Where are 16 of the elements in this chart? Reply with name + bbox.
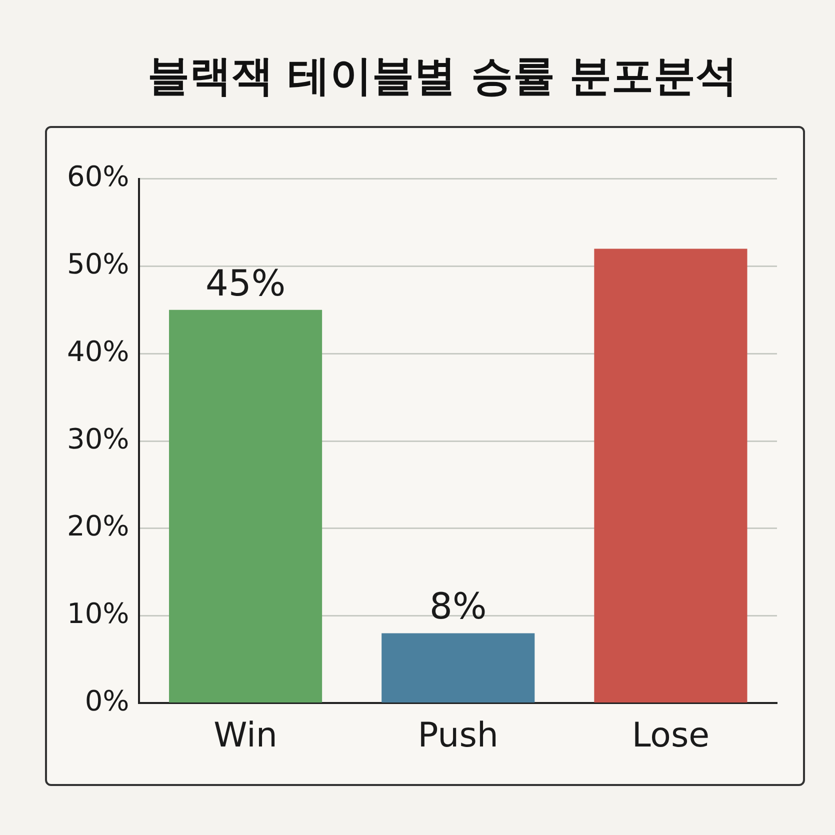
bar [382,633,535,702]
y-tick-label: 20% [67,510,130,543]
y-tick-label: 10% [67,597,130,630]
bar [594,248,748,702]
chart-title: 블랙잭 테이블별 승률 분포분석 [146,50,738,102]
data-label: 8% [430,586,487,628]
y-tick-label: 60% [67,160,130,194]
bar [168,310,322,702]
x-tick-label: Lose [632,715,710,756]
y-tick-label: 30% [67,422,130,456]
y-tick-label: 40% [67,334,130,368]
x-tick-label: Push [418,715,498,756]
data-label: 45% [206,263,286,304]
y-tick-label: 0% [84,684,130,718]
y-tick-label: 50% [67,247,130,280]
x-tick-label: Win [214,715,278,756]
